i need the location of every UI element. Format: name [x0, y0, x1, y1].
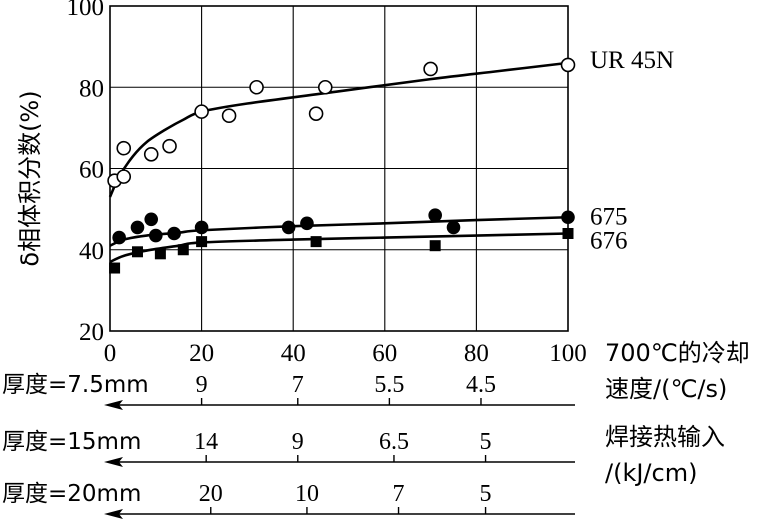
point-open-circle: [116, 140, 132, 156]
point-open-circle: [162, 138, 177, 154]
secondary-tick-label: 10: [295, 481, 319, 507]
point-filled-circle: [130, 220, 145, 235]
heat-input-title: 焊接热输入 /(kJ/cm): [605, 423, 725, 487]
grid: [110, 6, 568, 331]
y-tick-label: 80: [79, 75, 104, 102]
point-filled-circle: [167, 226, 181, 241]
point-open-circle: [221, 108, 237, 123]
point-filled-square: [154, 248, 166, 260]
x-tick-label: 80: [464, 340, 489, 367]
secondary-axes: 厚度=7.5mm 9 7 5.5 4.5 厚度=15mm 14 9 6.5 5 厚度=20mm 20 1…: [2, 372, 575, 519]
x-axis-title-line: 速度/(℃/s): [605, 375, 727, 403]
secondary-tick-label: 5.5: [374, 372, 404, 398]
secondary-tick-label: 7: [393, 481, 405, 507]
secondary-tick-label: 5: [480, 429, 492, 455]
point-open-circle: [317, 79, 333, 95]
point-filled-square: [177, 244, 189, 256]
secondary-tick-label: 20: [199, 481, 223, 507]
secondary-tick-label: 5: [480, 481, 492, 507]
point-filled-circle: [446, 220, 461, 235]
y-axis-title: δ相体积分数(%): [16, 90, 44, 266]
point-open-circle: [143, 146, 159, 162]
heat-input-title-line: 焊接热输入: [605, 423, 725, 451]
point-open-circle: [423, 61, 438, 77]
point-filled-square: [310, 236, 322, 248]
y-tick-label: 60: [79, 157, 104, 184]
y-tick-label: 40: [79, 238, 104, 265]
point-open-circle: [560, 57, 576, 73]
point-filled-circle: [194, 220, 209, 235]
fit-curve-675: [109, 215, 569, 247]
series-label: 676: [590, 228, 628, 255]
point-filled-circle: [112, 230, 126, 245]
point-open-circle: [116, 169, 132, 184]
point-filled-square: [131, 246, 143, 258]
point-filled-circle: [428, 208, 442, 223]
x-tick-label: 40: [281, 340, 306, 367]
point-open-circle: [249, 79, 264, 95]
data-points: [107, 57, 576, 274]
secondary-tick-label: 6.5: [379, 429, 409, 455]
y-tick-label: 20: [79, 319, 104, 346]
plot-frame: [109, 5, 569, 332]
point-filled-square: [109, 262, 121, 274]
x-tick-label: 100: [549, 340, 587, 367]
y-axis-title: δ相体积分数(%): [16, 90, 44, 266]
fit-curve-ur-45n: [108, 61, 569, 198]
secondary-tick-label: 14: [194, 429, 218, 455]
point-filled-circle: [144, 212, 159, 227]
secondary-tick-label: 7: [292, 372, 304, 398]
thickness-label: 厚度=15mm: [2, 429, 141, 455]
point-open-circle: [194, 104, 209, 119]
thickness-label: 厚度=20mm: [2, 481, 141, 507]
thickness-label: 厚度=7.5mm: [2, 372, 149, 398]
secondary-axis-arrow: [104, 400, 123, 410]
secondary-tick-label: 4.5: [466, 372, 496, 398]
secondary-tick-label: 9: [196, 372, 208, 398]
point-filled-circle: [300, 216, 314, 231]
y-tick-label: 100: [67, 0, 105, 21]
point-open-circle: [308, 106, 324, 121]
point-filled-square: [429, 240, 441, 252]
point-filled-square: [196, 236, 208, 248]
x-tick-label: 20: [189, 340, 214, 367]
x-tick-label: 0: [104, 340, 117, 367]
series-label: UR 45N: [590, 47, 674, 74]
point-filled-square: [562, 228, 574, 239]
secondary-axis-arrow: [104, 457, 123, 467]
secondary-tick-label: 9: [292, 429, 304, 455]
x-axis-title-line: 700℃的冷却: [605, 339, 750, 367]
x-tick-label: 60: [372, 340, 397, 367]
point-filled-circle: [561, 210, 575, 225]
point-filled-circle: [281, 220, 296, 235]
heat-input-title-line: /(kJ/cm): [605, 459, 697, 487]
series-label: 675: [590, 203, 628, 230]
point-filled-circle: [149, 228, 163, 243]
secondary-axis-arrow: [104, 509, 123, 519]
